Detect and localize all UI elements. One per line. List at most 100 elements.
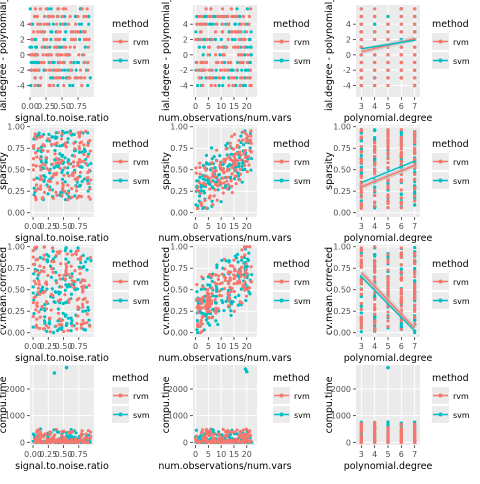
point-svm (240, 180, 244, 184)
point-svm (42, 319, 47, 323)
point-rvm (61, 186, 65, 190)
point-rvm (359, 60, 363, 65)
point-rvm (86, 143, 90, 148)
point-rvm (413, 283, 417, 287)
point-svm (69, 249, 73, 253)
point-rvm (53, 142, 57, 146)
point-rvm (82, 14, 86, 19)
point-rvm (71, 164, 75, 168)
point-rvm (87, 283, 91, 287)
point-rvm (52, 45, 57, 49)
point-rvm (242, 130, 246, 134)
point-svm (226, 288, 230, 293)
point-svm (249, 168, 253, 172)
point-svm (248, 146, 252, 150)
point-rvm (386, 261, 390, 265)
point-rvm (413, 45, 417, 49)
point-rvm (36, 22, 40, 26)
panel-r1c1: 1.00 0.75 0.50 0.25 0.00 0 5 10 15 20 num.observat… (158, 123, 311, 244)
point-rvm (64, 268, 68, 272)
point-rvm (413, 83, 417, 88)
point-svm (201, 189, 206, 193)
point-svm (47, 132, 51, 136)
point-rvm (236, 439, 240, 443)
point-rvm (199, 30, 203, 34)
point-rvm (222, 181, 226, 185)
legend: method rvm svm (432, 259, 470, 309)
point-rvm (386, 425, 390, 430)
point-svm (373, 253, 377, 258)
point-rvm (195, 68, 199, 72)
point-rvm (215, 198, 219, 202)
legend: method rvm svm (432, 139, 470, 189)
point-rvm (399, 252, 403, 257)
point-rvm (46, 273, 50, 278)
point-rvm (242, 151, 246, 156)
point-rvm (373, 53, 377, 57)
point-rvm (359, 434, 363, 438)
point-rvm (78, 68, 83, 72)
point-svm (195, 328, 199, 332)
point-rvm (220, 7, 225, 11)
point-rvm (210, 316, 214, 320)
point-rvm (386, 22, 390, 26)
point-rvm (54, 190, 58, 194)
point-rvm (226, 37, 230, 42)
point-rvm (75, 189, 79, 193)
y-tick-label: 0 (346, 438, 351, 447)
point-svm (73, 14, 77, 19)
point-svm (203, 178, 207, 182)
point-svm (33, 37, 37, 42)
point-rvm (69, 37, 74, 42)
point-rvm (38, 326, 42, 330)
panel-r0c1: 420-2-40 5 10 15 20num.observations/num.vars… (158, 0, 311, 124)
point-rvm (373, 7, 377, 11)
point-svm (249, 156, 254, 161)
point-rvm (194, 298, 199, 302)
point-rvm (228, 76, 233, 80)
legend-point-rvm (279, 393, 284, 398)
y-tick-label: 0.50 (7, 286, 25, 295)
point-svm (66, 137, 70, 141)
point-rvm (84, 14, 88, 19)
point-rvm (235, 159, 240, 163)
point-svm (213, 166, 217, 170)
point-rvm (240, 37, 244, 42)
point-rvm (399, 30, 403, 34)
point-rvm (359, 195, 363, 199)
point-svm (237, 14, 241, 19)
point-rvm (399, 147, 403, 151)
point-rvm (221, 437, 225, 442)
point-rvm (229, 60, 233, 65)
point-svm (359, 171, 363, 175)
y-tick-label: 4 (346, 20, 351, 29)
legend-label-rvm: rvm (294, 392, 310, 401)
point-rvm (70, 275, 74, 279)
point-svm (194, 428, 198, 432)
point-rvm (224, 430, 228, 434)
x-tick-label: 10 (216, 102, 226, 111)
legend: method rvm svm (273, 139, 311, 189)
point-svm (234, 256, 239, 260)
x-tick-label: 0.50 (55, 450, 73, 459)
point-rvm (48, 60, 52, 65)
point-rvm (33, 132, 37, 136)
point-rvm (399, 76, 403, 80)
x-tick-label: 15 (229, 102, 239, 111)
point-rvm (221, 186, 225, 190)
point-rvm (201, 285, 205, 289)
point-rvm (207, 68, 211, 72)
point-svm (74, 431, 78, 435)
point-rvm (233, 157, 237, 161)
point-rvm (413, 53, 417, 57)
point-rvm (206, 288, 210, 292)
point-rvm (68, 131, 73, 135)
point-svm (61, 76, 65, 80)
point-svm (28, 7, 32, 11)
point-svm (206, 181, 210, 185)
point-svm (224, 184, 228, 188)
point-rvm (235, 68, 239, 72)
point-rvm (37, 146, 41, 151)
point-svm (32, 312, 36, 316)
x-tick-label: 20 (242, 342, 252, 351)
